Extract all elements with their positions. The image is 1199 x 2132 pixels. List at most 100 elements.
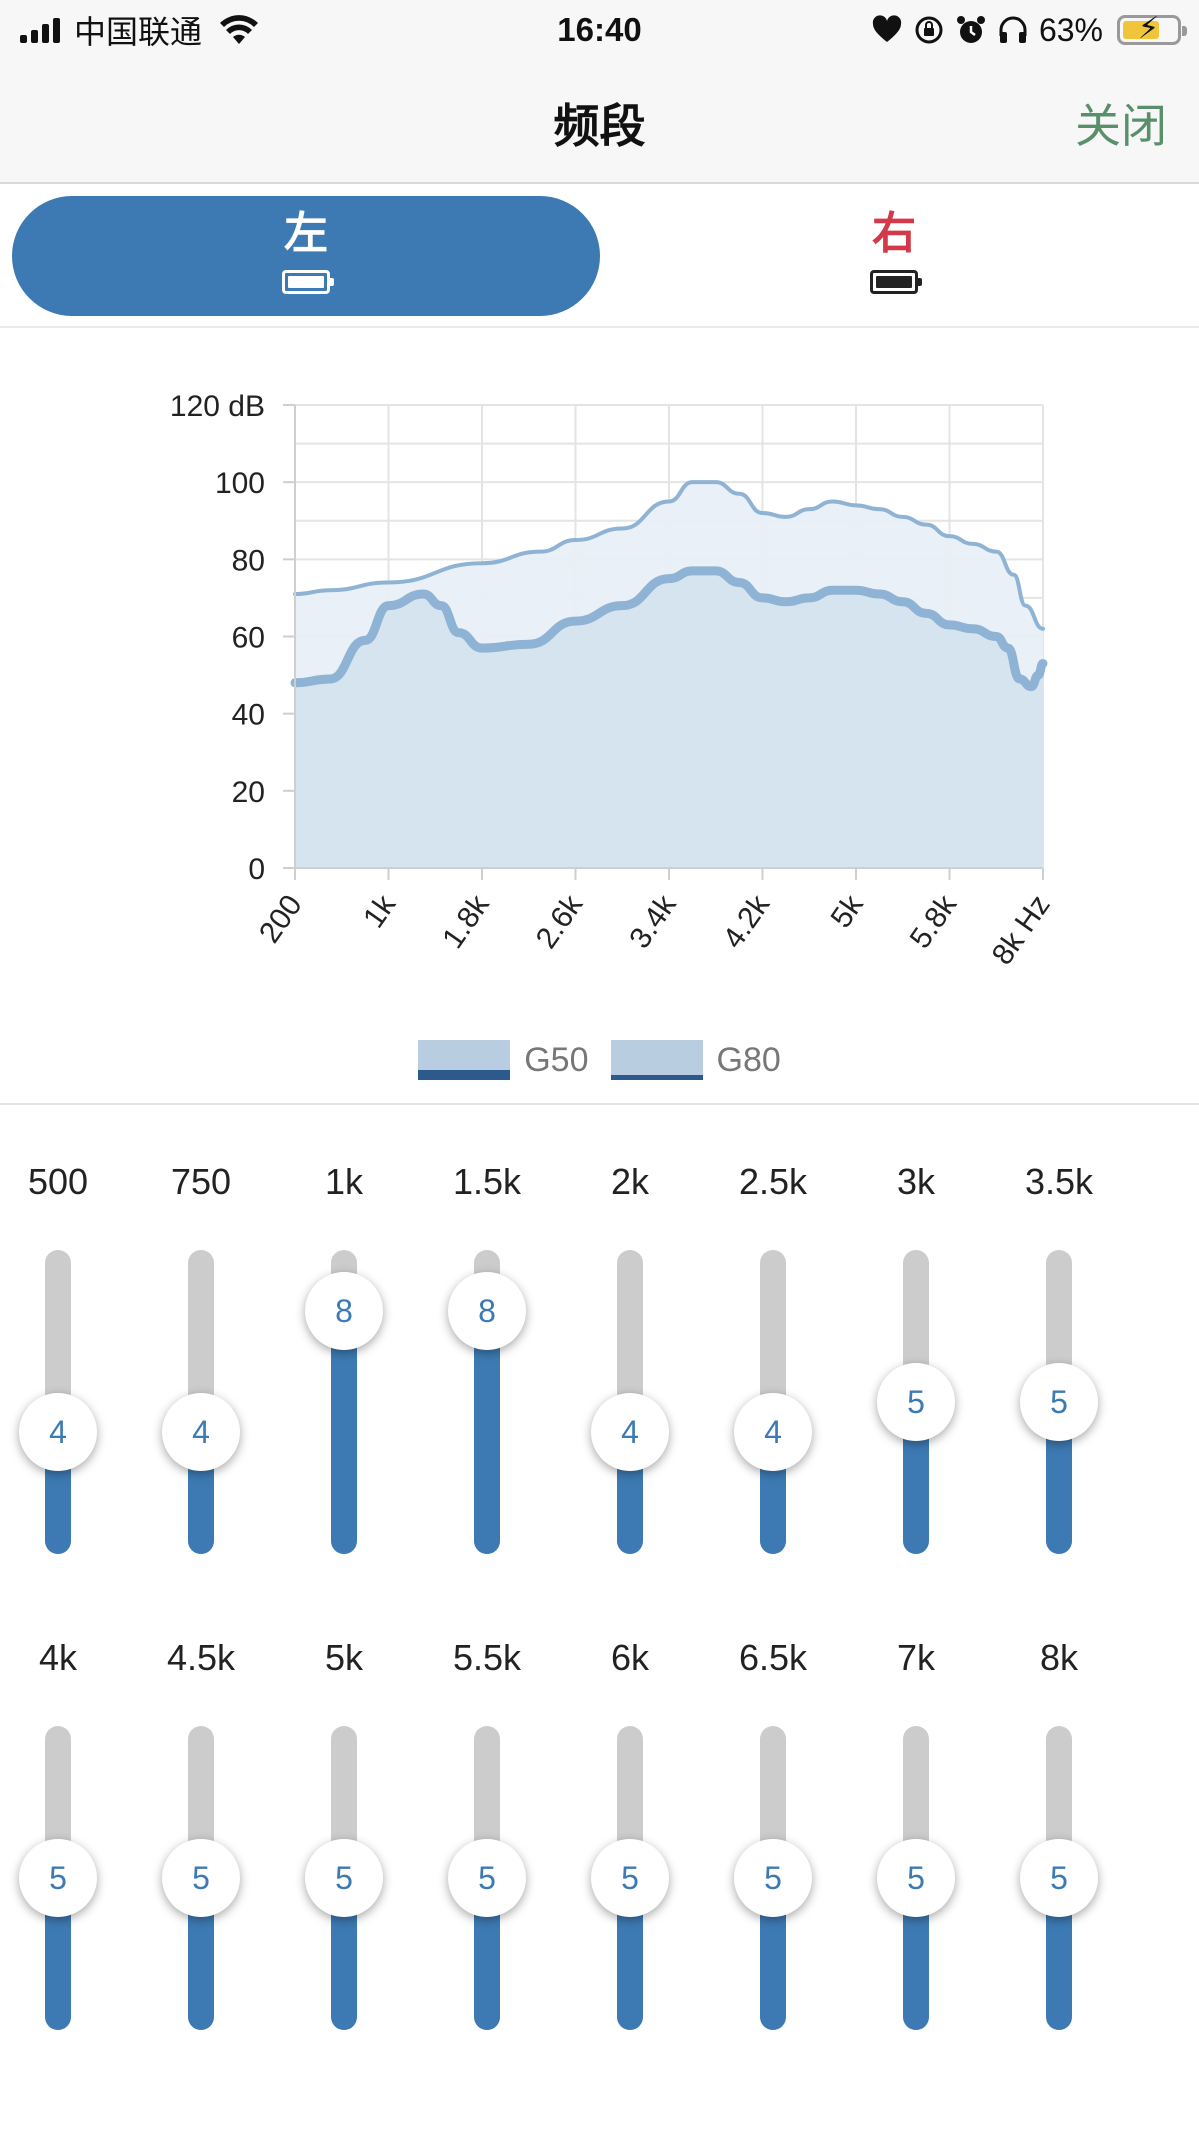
band-slider-6k[interactable]: 6k 5	[565, 1638, 695, 2078]
y-tick-label: 60	[232, 622, 265, 655]
left-battery-icon	[282, 270, 334, 294]
band-slider-6.5k[interactable]: 6.5k 5	[708, 1638, 838, 2078]
band-slider-2k[interactable]: 2k 4	[565, 1162, 695, 1602]
status-left: 中国联通	[20, 10, 260, 50]
battery-charging-icon: ⚡	[1117, 14, 1187, 45]
slider-thumb[interactable]: 5	[877, 1363, 955, 1441]
band-label: 6.5k	[738, 1637, 808, 1678]
slider-thumb[interactable]: 4	[734, 1393, 812, 1472]
x-tick-label: 3.4k	[623, 888, 683, 954]
frequency-response-chart: 0 20 40 60 80 100 120 dB 200 1k 1.8k 2.6k 3.4k 4.2k 5…	[0, 330, 1199, 1105]
slider-thumb[interactable]: 8	[305, 1271, 383, 1350]
x-tick-label: 5k	[825, 888, 871, 934]
band-label: 5.5k	[452, 1637, 522, 1678]
band-label: 8k	[1039, 1637, 1079, 1678]
status-time: 16:40	[557, 11, 642, 48]
chart-legend: G50 G80	[0, 1030, 1199, 1090]
slider-thumb[interactable]: 5	[162, 1839, 240, 1917]
x-tick-label: 1k	[357, 888, 403, 934]
x-tick-label: 4.2k	[717, 888, 777, 954]
slider-thumb[interactable]: 5	[877, 1839, 955, 1917]
slider-fill	[474, 1310, 500, 1554]
band-slider-4.5k[interactable]: 4.5k 5	[136, 1638, 266, 2078]
battery-percent: 63%	[1038, 11, 1103, 48]
slider-thumb[interactable]: 5	[1020, 1839, 1098, 1917]
slider-thumb[interactable]: 4	[19, 1393, 97, 1472]
y-tick-label: 80	[232, 544, 265, 577]
x-tick-label: 1.8k	[436, 888, 496, 954]
orientation-lock-icon	[915, 16, 943, 44]
band-slider-500[interactable]: 500 4	[0, 1162, 123, 1602]
close-button[interactable]: 关闭	[1075, 90, 1167, 156]
band-slider-2.5k[interactable]: 2.5k 4	[708, 1162, 838, 1602]
x-tick-label: 200	[253, 889, 309, 949]
slider-thumb[interactable]: 5	[734, 1839, 812, 1917]
slider-thumb[interactable]: 5	[19, 1839, 97, 1917]
band-slider-5k[interactable]: 5k 5	[279, 1638, 409, 2078]
right-battery-icon	[870, 270, 922, 294]
band-slider-7k[interactable]: 7k 5	[851, 1638, 981, 2078]
band-label: 5k	[324, 1637, 364, 1678]
y-tick-label: 20	[232, 776, 265, 809]
right-ear-tab[interactable]: 右	[600, 196, 1188, 316]
band-slider-750[interactable]: 750 4	[136, 1162, 266, 1602]
y-tick-label: 100	[215, 467, 265, 500]
x-tick-label: 8k Hz	[986, 889, 1057, 971]
y-tick-label: 0	[248, 853, 265, 886]
legend-item-g50[interactable]: G50	[418, 1040, 589, 1080]
band-sliders: 500 4 750 4 1k 8 1.5k 8 2k 4 2.5k 4 3k 5 3.5k 5 4k 5 4.5k 5…	[0, 1110, 1199, 2130]
slider-thumb[interactable]: 5	[448, 1839, 526, 1917]
carrier-name: 中国联通	[74, 14, 203, 50]
legend-label-g50: G50	[524, 1040, 589, 1079]
legend-item-g80[interactable]: G80	[610, 1040, 781, 1080]
ear-segment-control: 左 右	[0, 186, 1199, 328]
y-tick-label: 120 dB	[170, 390, 265, 423]
line-g80	[290, 566, 1048, 692]
area-g80	[295, 570, 1043, 868]
band-label: 4k	[38, 1637, 78, 1678]
band-slider-8k[interactable]: 8k 5	[994, 1638, 1124, 2078]
band-label: 500	[27, 1161, 89, 1202]
band-label: 4.5k	[166, 1637, 236, 1678]
band-label: 1.5k	[452, 1161, 522, 1202]
status-bar: 中国联通 16:40 63% ⚡	[0, 0, 1199, 62]
status-right: 63% ⚡	[871, 10, 1187, 50]
left-ear-label: 左	[284, 209, 328, 258]
navigation-bar: 频段 关闭	[0, 62, 1199, 184]
slider-thumb[interactable]: 4	[162, 1393, 240, 1472]
band-slider-1k[interactable]: 1k 8	[279, 1162, 409, 1602]
legend-swatch-g80	[610, 1040, 703, 1080]
band-slider-3.5k[interactable]: 3.5k 5	[994, 1162, 1124, 1602]
chart-svg: 0 20 40 60 80 100 120 dB 200 1k 1.8k 2.6k 3.4k 4.2k 5…	[170, 390, 1057, 971]
band-label: 1k	[324, 1161, 364, 1202]
headphones-icon	[999, 16, 1027, 43]
band-slider-1.5k[interactable]: 1.5k 8	[422, 1162, 552, 1602]
slider-thumb[interactable]: 4	[591, 1393, 669, 1472]
x-tick-label: 5.8k	[904, 888, 964, 954]
slider-thumb[interactable]: 8	[448, 1271, 526, 1350]
band-label: 7k	[896, 1637, 936, 1678]
band-slider-5.5k[interactable]: 5.5k 5	[422, 1638, 552, 2078]
page-title: 频段	[553, 100, 646, 152]
heart-icon	[872, 15, 902, 42]
slider-thumb[interactable]: 5	[591, 1839, 669, 1917]
band-label: 750	[170, 1161, 232, 1202]
slider-fill	[331, 1310, 357, 1554]
band-label: 3.5k	[1024, 1161, 1094, 1202]
band-label: 2.5k	[738, 1161, 808, 1202]
alarm-icon	[956, 16, 985, 43]
x-tick-label: 2.6k	[530, 888, 590, 954]
band-label: 6k	[610, 1637, 650, 1678]
y-tick-label: 40	[232, 699, 265, 732]
band-slider-4k[interactable]: 4k 5	[0, 1638, 123, 2078]
slider-thumb[interactable]: 5	[305, 1839, 383, 1917]
slider-thumb[interactable]: 5	[1020, 1363, 1098, 1441]
band-slider-3k[interactable]: 3k 5	[851, 1162, 981, 1602]
line-g50	[293, 480, 1045, 631]
left-ear-tab[interactable]: 左	[12, 196, 600, 316]
legend-swatch-g50	[418, 1040, 511, 1080]
right-ear-label: 右	[872, 209, 916, 258]
cellular-signal-icon	[20, 17, 60, 43]
band-label: 3k	[896, 1161, 936, 1202]
wifi-icon	[220, 15, 259, 44]
